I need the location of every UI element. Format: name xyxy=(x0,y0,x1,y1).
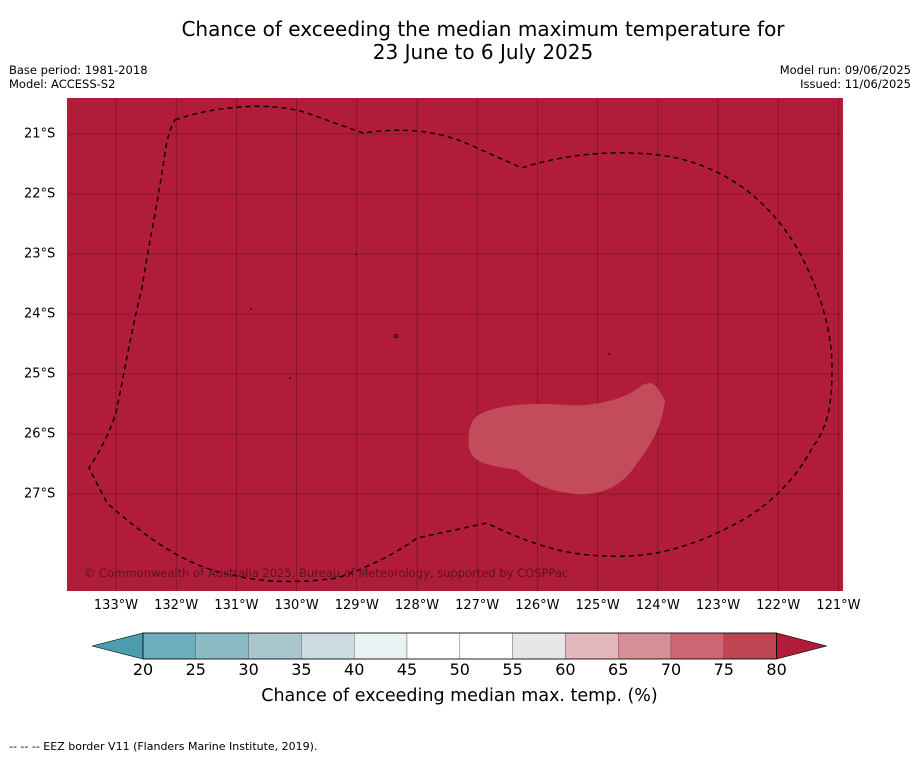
graticule xyxy=(67,98,843,591)
map-background xyxy=(67,98,843,591)
colorbar-tick-label: 50 xyxy=(449,660,470,679)
map-canvas xyxy=(67,98,843,591)
colorbar-tick-label: 75 xyxy=(713,660,734,679)
longitude-label: 128°W xyxy=(394,598,440,613)
colorbar-tick-label: 70 xyxy=(660,660,682,679)
colorbar-segment xyxy=(142,632,196,660)
longitude-label: 122°W xyxy=(756,598,801,613)
base-period: Base period: 1981-2018 xyxy=(9,63,148,77)
map-panel xyxy=(67,98,843,591)
lower-probability-area xyxy=(468,383,665,495)
colorbar-tick-label: 55 xyxy=(502,660,523,679)
colorbar-segment xyxy=(723,632,777,660)
colorbar-segment xyxy=(512,632,566,660)
longitude-label: 124°W xyxy=(635,598,680,613)
colorbar-segment xyxy=(565,632,619,660)
latitude-label: 24°S xyxy=(24,306,56,322)
colorbar-tick-label: 35 xyxy=(291,660,312,679)
latitude-label: 26°S xyxy=(24,426,56,442)
copyright-notice: © Commonwealth of Australia 2025, Bureau… xyxy=(84,566,569,580)
colorbar-tick-label: 80 xyxy=(766,660,787,679)
colorbar-tick-label: 65 xyxy=(608,660,629,679)
latitude-label: 21°S xyxy=(24,126,56,142)
longitude-label: 133°W xyxy=(93,598,139,613)
colorbar-high-extension xyxy=(776,632,828,660)
longitude-label: 123°W xyxy=(695,598,741,613)
longitude-label: 130°W xyxy=(274,598,319,613)
longitude-label: 129°W xyxy=(334,598,379,613)
colorbar-segment xyxy=(354,632,408,660)
colorbar-tick-label: 25 xyxy=(185,660,206,679)
colorbar-label: Chance of exceeding median max. temp. (%… xyxy=(261,686,658,706)
colorbar-segment xyxy=(406,632,460,660)
model-name: Model: ACCESS-S2 xyxy=(9,77,116,91)
island-marker xyxy=(608,353,610,355)
colorbar-outline xyxy=(142,632,777,660)
colorbar-segment xyxy=(301,632,355,660)
meta-left: Base period: 1981-2018 Model: ACCESS-S2 xyxy=(9,63,148,91)
colorbar-tick-label: 30 xyxy=(238,660,259,679)
longitude-labels: 133°W 132°W 131°W 130°W 129°W 128°W 127°W 126°W… xyxy=(0,598,919,614)
colorbar-low-extension xyxy=(91,632,144,660)
title-line-2: 23 June to 6 July 2025 xyxy=(372,40,594,64)
longitude-label: 125°W xyxy=(575,598,620,613)
longitude-label: 127°W xyxy=(455,598,500,613)
island-marker xyxy=(250,308,252,310)
colorbar-segment xyxy=(670,632,724,660)
colorbar-segment xyxy=(248,632,302,660)
island-marker xyxy=(393,333,398,338)
island-marker xyxy=(355,253,357,255)
longitude-label: 126°W xyxy=(515,598,560,613)
map-title: Chance of exceeding the median maximum t… xyxy=(0,18,919,64)
colorbar-segment xyxy=(195,632,249,660)
colorbar-tick-label: 20 xyxy=(132,660,154,679)
latitude-label: 25°S xyxy=(24,366,56,382)
colorbar-segment xyxy=(618,632,672,660)
longitude-label: 132°W xyxy=(154,598,199,613)
eez-legend-note: -- -- -- EEZ border V11 (Flanders Marine… xyxy=(9,740,318,753)
longitude-label: 131°W xyxy=(214,598,259,613)
title-line-1: Chance of exceeding the median maximum t… xyxy=(181,17,785,41)
latitude-label: 27°S xyxy=(24,486,56,502)
latitude-label: 22°S xyxy=(24,186,56,202)
colorbar-tick-label: 45 xyxy=(396,660,418,679)
colorbar-segment xyxy=(459,632,513,660)
eez-border xyxy=(88,105,833,583)
colorbar xyxy=(91,632,828,660)
latitude-label: 23°S xyxy=(24,246,56,262)
island-marker xyxy=(289,377,291,379)
model-run: Model run: 09/06/2025 xyxy=(779,63,911,77)
meta-right: Model run: 09/06/2025 Issued: 11/06/2025 xyxy=(780,63,911,91)
longitude-label: 121°W xyxy=(816,598,861,613)
islands xyxy=(250,253,610,379)
colorbar-tick-label: 40 xyxy=(344,660,365,679)
issued-date: Issued: 11/06/2025 xyxy=(800,77,911,91)
colorbar-tick-label: 60 xyxy=(555,660,576,679)
